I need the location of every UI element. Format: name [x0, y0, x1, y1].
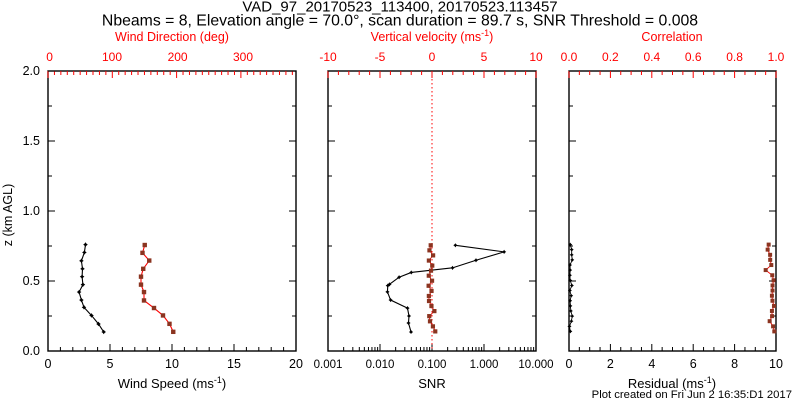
svg-text:Correlation: Correlation: [641, 30, 702, 44]
svg-text:5: 5: [107, 357, 114, 371]
svg-text:-5: -5: [375, 50, 386, 64]
svg-text:1.0: 1.0: [768, 50, 785, 64]
svg-text:1.5: 1.5: [23, 134, 40, 148]
svg-text:0: 0: [566, 357, 573, 371]
svg-text:0.001: 0.001: [314, 359, 343, 371]
svg-text:1.000: 1.000: [470, 359, 499, 371]
svg-text:0.100: 0.100: [418, 359, 447, 371]
svg-text:0.5: 0.5: [23, 274, 40, 288]
svg-text:0.0: 0.0: [23, 344, 40, 358]
svg-text:300: 300: [233, 50, 253, 64]
svg-text:5: 5: [481, 50, 488, 64]
svg-text:10: 10: [769, 357, 783, 371]
svg-text:2: 2: [607, 357, 614, 371]
svg-text:6: 6: [690, 357, 697, 371]
svg-text:1.0: 1.0: [23, 204, 40, 218]
svg-text:z (km AGL): z (km AGL): [1, 184, 15, 247]
svg-text:0: 0: [429, 50, 436, 64]
svg-text:Wind Direction (deg): Wind Direction (deg): [115, 30, 229, 44]
svg-text:-10: -10: [319, 50, 337, 64]
svg-text:Nbeams = 8, Elevation angle =: Nbeams = 8, Elevation angle = 70.0°, sca…: [102, 13, 698, 30]
svg-text:0: 0: [46, 50, 53, 64]
svg-text:0.010: 0.010: [366, 359, 395, 371]
svg-text:Wind Speed (ms-1): Wind Speed (ms-1): [118, 375, 226, 391]
svg-text:0.0: 0.0: [561, 50, 578, 64]
svg-text:4: 4: [648, 357, 655, 371]
svg-text:2.0: 2.0: [23, 64, 40, 78]
svg-text:0.4: 0.4: [643, 50, 660, 64]
svg-text:0: 0: [45, 357, 52, 371]
svg-text:15: 15: [227, 357, 241, 371]
svg-text:SNR: SNR: [418, 376, 445, 391]
svg-text:Plot created on Fri Jun 2 16:: Plot created on Fri Jun 2 16:35:D1 2017: [592, 389, 792, 400]
svg-text:10: 10: [529, 50, 543, 64]
svg-text:10.000: 10.000: [518, 359, 553, 371]
svg-text:8: 8: [731, 357, 738, 371]
svg-text:20: 20: [289, 357, 303, 371]
svg-text:0.6: 0.6: [685, 50, 702, 64]
svg-text:0.2: 0.2: [602, 50, 619, 64]
svg-text:100: 100: [102, 50, 122, 64]
svg-text:200: 200: [168, 50, 188, 64]
svg-text:10: 10: [165, 357, 179, 371]
svg-text:0.8: 0.8: [726, 50, 743, 64]
svg-text:Vertical velocity (ms-1): Vertical velocity (ms-1): [371, 28, 494, 44]
